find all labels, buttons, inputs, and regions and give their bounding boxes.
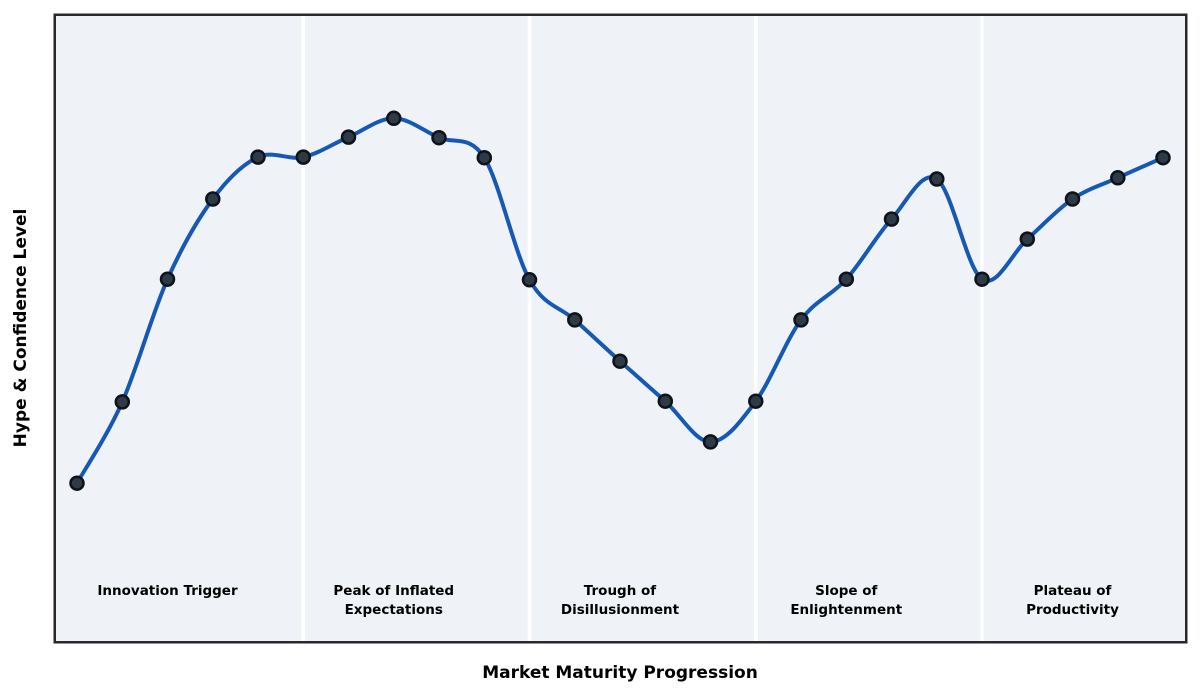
- data-point-marker: [748, 393, 764, 409]
- x-axis-label: Market Maturity Progression: [482, 663, 758, 683]
- data-point-marker: [657, 393, 674, 409]
- data-point-marker: [929, 171, 945, 187]
- phase-label-innovation-trigger: Innovation Trigger: [97, 583, 238, 599]
- data-point-marker: [340, 129, 357, 145]
- data-point-marker: [567, 312, 583, 328]
- data-point-marker: [1155, 149, 1171, 166]
- data-point-marker: [1019, 231, 1036, 247]
- axes-spines: [53, 13, 1188, 644]
- data-point-marker: [1110, 170, 1126, 186]
- data-point-marker: [612, 353, 628, 369]
- data-point-marker: [250, 149, 266, 165]
- phase-label-peak-of-inflated-expectations: Peak of Inflated Expectations: [333, 583, 455, 618]
- data-point-marker: [1064, 191, 1081, 207]
- phase-label-trough-of-disillusionment: Trough of Disillusionment: [560, 583, 680, 618]
- data-point-marker: [793, 312, 809, 328]
- data-point-marker: [883, 211, 900, 227]
- data-point-marker: [69, 475, 85, 491]
- data-point-marker: [702, 434, 719, 450]
- plot-background: [54, 14, 1187, 643]
- phase-label-plateau-of-productivity: Plateau of Productivity: [1026, 583, 1119, 618]
- data-point-marker: [974, 271, 990, 287]
- data-point-marker: [476, 149, 493, 166]
- data-point-marker: [431, 129, 447, 146]
- data-point-marker: [114, 394, 131, 410]
- data-point-marker: [521, 272, 538, 288]
- data-point-marker: [386, 110, 402, 127]
- y-axis-label: Hype & Confidence Level: [11, 208, 31, 448]
- data-point-marker: [159, 271, 176, 287]
- phase-label-slope-of-enlightenment: Slope of Enlightenment: [790, 583, 903, 618]
- data-point-marker: [838, 271, 855, 287]
- data-point-marker: [205, 191, 221, 207]
- data-point-marker: [295, 149, 312, 165]
